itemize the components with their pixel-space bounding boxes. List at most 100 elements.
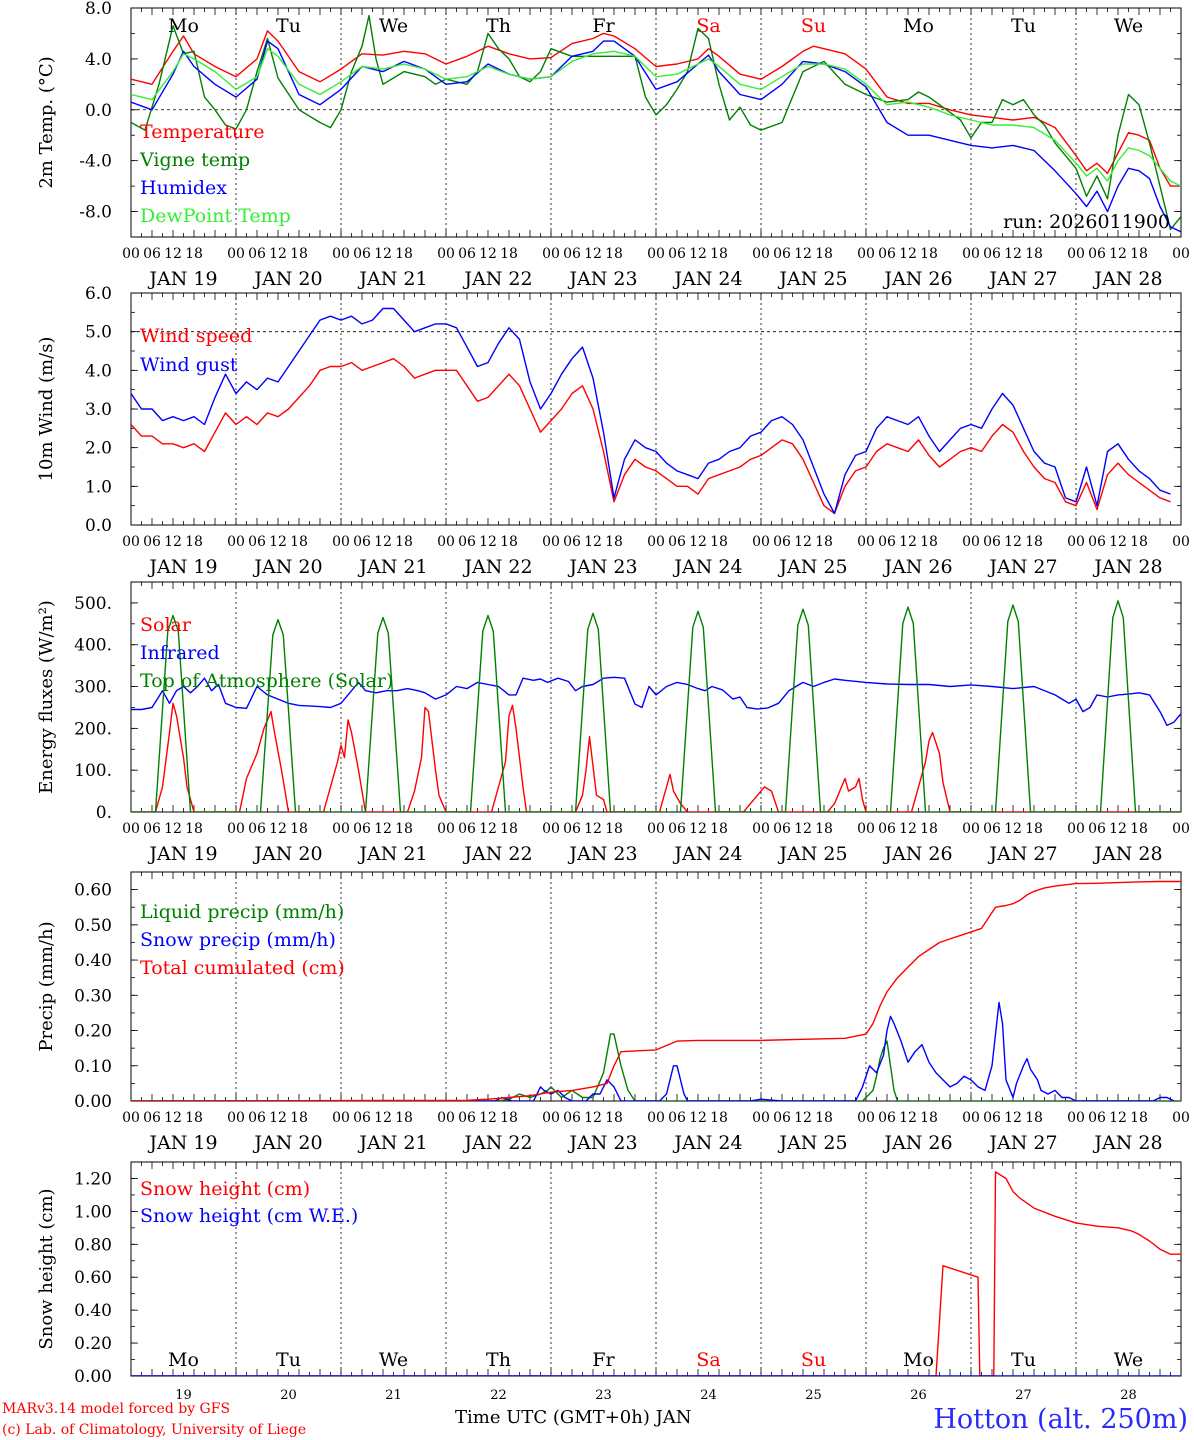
wind-date-label: JAN 25 <box>777 556 847 578</box>
energy-hour-tick-label: 06 <box>878 821 896 837</box>
energy-hour-tick-label: 06 <box>458 821 476 837</box>
weekday-label: Tu <box>276 15 301 37</box>
temperature-y-tick-label: 0.0 <box>85 101 112 121</box>
wind-hour-tick-label: 12 <box>479 534 497 550</box>
temperature-series-lines <box>131 14 1181 233</box>
wind-hour-tick-label: 06 <box>878 534 896 550</box>
precip-hour-tick-label: 00 <box>122 1110 140 1126</box>
precip-hour-tick-label: 00 <box>227 1110 245 1126</box>
precip-hour-tick-label: 12 <box>1004 1110 1022 1126</box>
precip-date-label: JAN 23 <box>567 1132 637 1154</box>
energy-hour-tick-label: 06 <box>983 821 1001 837</box>
energy-date-label: JAN 24 <box>672 843 742 865</box>
weekday-label: Tu <box>1011 15 1036 37</box>
precip-hour-tick-label: 00 <box>962 1110 980 1126</box>
day-number-label: 24 <box>700 1388 717 1403</box>
wind-y-tick-label: 6.0 <box>85 284 112 304</box>
energy-hour-tick-label: 00 <box>857 821 875 837</box>
wind-date-label: JAN 20 <box>252 556 322 578</box>
temperature-hour-tick-label: 12 <box>374 246 392 262</box>
wind-hour-tick-label: 12 <box>1004 534 1022 550</box>
temperature-legend-entry: Temperature <box>140 121 264 143</box>
temperature-series-humidex <box>131 40 1181 233</box>
wind-hour-tick-label: 18 <box>1025 534 1043 550</box>
wind-hour-tick-label: 00 <box>542 534 560 550</box>
energy-date-label: JAN 27 <box>987 843 1057 865</box>
wind-hour-tick-label: 06 <box>143 534 161 550</box>
temperature-hour-tick-label: 12 <box>584 246 602 262</box>
energy-legend-entry: Top of Atmosphere (Solar) <box>140 670 393 692</box>
energy-hour-tick-label: 00 <box>122 821 140 837</box>
energy-hour-tick-label: 06 <box>563 821 581 837</box>
energy-hour-tick-label: 06 <box>248 821 266 837</box>
temperature-legend-entry: Vigne temp <box>139 149 250 171</box>
precip-hour-tick-label: 12 <box>269 1110 287 1126</box>
wind-series-wind-gust <box>131 307 1171 515</box>
precip-date-label: JAN 24 <box>672 1132 742 1154</box>
temperature-hour-tick-label: 18 <box>1025 246 1043 262</box>
day-number-label: 28 <box>1120 1388 1137 1403</box>
wind-hour-tick-label: 00 <box>1067 534 1085 550</box>
day-number-label: 20 <box>280 1388 297 1403</box>
energy-y-axis-label: Energy fluxes (W/m²) <box>36 600 57 794</box>
weekday-label: Th <box>486 15 511 37</box>
precip-date-label: JAN 21 <box>357 1132 427 1154</box>
wind-series-lines <box>131 307 1171 515</box>
temperature-date-label: JAN 23 <box>567 268 637 290</box>
precip-date-label: JAN 27 <box>987 1132 1057 1154</box>
wind-hour-tick-label: 00 <box>227 534 245 550</box>
snow-y-tick-label: 0.60 <box>74 1268 112 1288</box>
wind-legend-entry: Wind speed <box>140 325 252 347</box>
wind-series-wind-speed <box>131 358 1171 515</box>
snow-y-tick-label: 0.20 <box>74 1334 112 1354</box>
temperature-date-label: JAN 24 <box>672 268 742 290</box>
energy-date-label: JAN 23 <box>567 843 637 865</box>
temperature-hour-tick-label: 00 <box>1172 246 1190 262</box>
energy-hour-tick-label: 18 <box>710 821 728 837</box>
wind-hour-tick-label: 00 <box>857 534 875 550</box>
precip-hour-tick-label: 18 <box>500 1110 518 1126</box>
precip-date-label: JAN 20 <box>252 1132 322 1154</box>
energy-hour-tick-label: 18 <box>920 821 938 837</box>
energy-y-tick-label: 400. <box>74 636 112 656</box>
precip-hour-tick-label: 06 <box>458 1110 476 1126</box>
wind-hour-tick-label: 00 <box>752 534 770 550</box>
wind-date-label: JAN 24 <box>672 556 742 578</box>
wind-hour-tick-label: 00 <box>332 534 350 550</box>
precip-date-label: JAN 22 <box>462 1132 532 1154</box>
lab-credit-line: (c) Lab. of Climatology, University of L… <box>2 1422 306 1438</box>
precip-hour-tick-label: 06 <box>668 1110 686 1126</box>
snow-y-tick-label: 0.40 <box>74 1301 112 1321</box>
wind-hour-tick-label: 00 <box>122 534 140 550</box>
energy-series-lines <box>131 600 1181 812</box>
temperature-hour-tick-label: 18 <box>395 246 413 262</box>
energy-hour-tick-label: 12 <box>1109 821 1127 837</box>
temperature-hour-tick-label: 12 <box>689 246 707 262</box>
wind-date-label: JAN 19 <box>147 556 217 578</box>
wind-hour-tick-label: 06 <box>248 534 266 550</box>
precip-hour-tick-label: 00 <box>1067 1110 1085 1126</box>
temperature-hour-tick-label: 12 <box>479 246 497 262</box>
energy-hour-tick-label: 18 <box>395 821 413 837</box>
precip-hour-tick-label: 12 <box>1109 1110 1127 1126</box>
temperature-hour-tick-label: 00 <box>437 246 455 262</box>
snow-legend-entry: Snow height (cm) <box>140 1178 310 1200</box>
energy-hour-tick-label: 00 <box>752 821 770 837</box>
precip-hour-tick-label: 00 <box>332 1110 350 1126</box>
precip-hour-tick-label: 18 <box>1130 1110 1148 1126</box>
day-number-label: 27 <box>1015 1388 1032 1403</box>
wind-y-tick-label: 3.0 <box>85 400 112 420</box>
precip-y-axis-label: Precip (mm/h) <box>36 921 57 1051</box>
precip-hour-tick-label: 18 <box>1025 1110 1043 1126</box>
temperature-hour-tick-label: 12 <box>1109 246 1127 262</box>
temperature-hour-tick-label: 12 <box>899 246 917 262</box>
energy-hour-tick-label: 12 <box>164 821 182 837</box>
energy-series-infrared <box>131 676 1181 727</box>
energy-hour-tick-label: 00 <box>1067 821 1085 837</box>
weekday-label: Fr <box>592 1349 615 1371</box>
temperature-date-label: JAN 25 <box>777 268 847 290</box>
precip-hour-tick-label: 12 <box>584 1110 602 1126</box>
precip-date-label: JAN 25 <box>777 1132 847 1154</box>
temperature-hour-tick-label: 18 <box>605 246 623 262</box>
